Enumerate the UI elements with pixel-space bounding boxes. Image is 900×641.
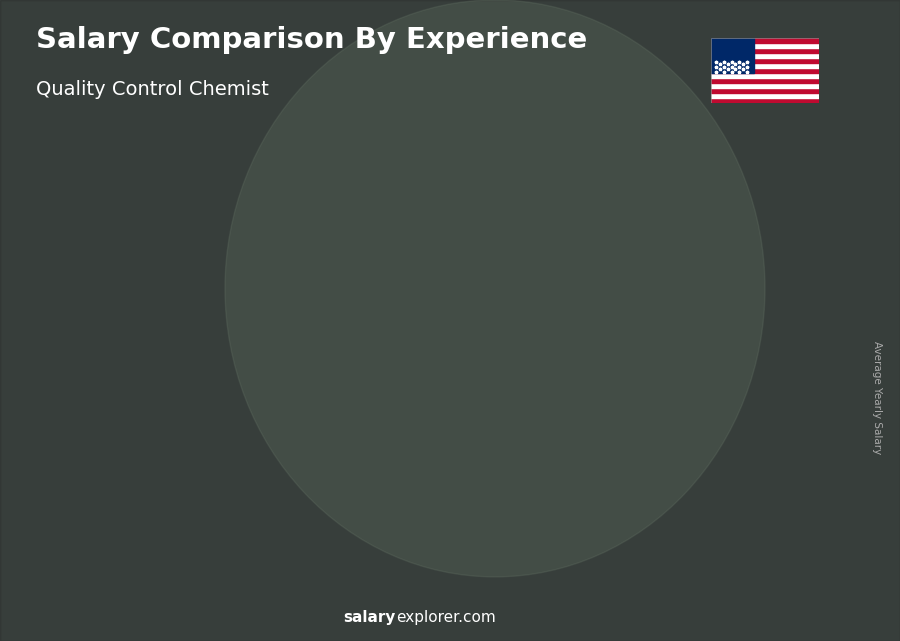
- Bar: [711, 97, 819, 103]
- Text: 95,300 USD: 95,300 USD: [207, 376, 285, 389]
- Bar: [731, 253, 799, 260]
- Text: +30%: +30%: [276, 287, 334, 304]
- Bar: [205, 394, 213, 570]
- Bar: [711, 38, 819, 44]
- Bar: [662, 267, 668, 570]
- Bar: [74, 439, 142, 570]
- Bar: [337, 341, 405, 570]
- Ellipse shape: [225, 0, 765, 577]
- Bar: [711, 48, 819, 53]
- Bar: [711, 88, 819, 93]
- Bar: [205, 394, 274, 399]
- Bar: [531, 293, 536, 570]
- Text: Quality Control Chemist: Quality Control Chemist: [36, 80, 269, 99]
- Bar: [711, 93, 819, 97]
- Bar: [711, 63, 819, 68]
- Bar: [711, 38, 754, 73]
- Bar: [711, 83, 819, 88]
- Text: 150,000 USD: 150,000 USD: [473, 275, 561, 288]
- Bar: [794, 253, 799, 570]
- Text: +34%: +34%: [145, 343, 202, 361]
- Text: +9%: +9%: [545, 205, 590, 223]
- Bar: [711, 58, 819, 63]
- Bar: [711, 68, 819, 73]
- Bar: [268, 394, 274, 570]
- Text: 164,000 USD: 164,000 USD: [605, 249, 691, 262]
- Bar: [337, 341, 345, 570]
- Bar: [731, 253, 739, 570]
- Bar: [400, 341, 405, 570]
- Text: 124,000 USD: 124,000 USD: [342, 322, 429, 336]
- Bar: [468, 293, 536, 300]
- Text: +5%: +5%: [676, 187, 722, 204]
- Bar: [599, 267, 608, 570]
- Text: explorer.com: explorer.com: [396, 610, 496, 625]
- Text: salary: salary: [344, 610, 396, 625]
- Bar: [731, 253, 799, 570]
- Bar: [205, 394, 274, 570]
- Bar: [337, 341, 405, 347]
- Bar: [74, 439, 82, 570]
- Text: Average Yearly Salary: Average Yearly Salary: [872, 341, 883, 454]
- Bar: [137, 439, 142, 570]
- Text: Salary Comparison By Experience: Salary Comparison By Experience: [36, 26, 587, 54]
- Bar: [599, 267, 668, 275]
- Text: 172,000 USD: 172,000 USD: [736, 234, 823, 247]
- Bar: [711, 44, 819, 48]
- Text: +21%: +21%: [408, 235, 465, 253]
- Bar: [711, 53, 819, 58]
- Bar: [74, 439, 142, 442]
- Text: 71,000 USD: 71,000 USD: [62, 420, 141, 434]
- Bar: [468, 293, 476, 570]
- Bar: [711, 73, 819, 78]
- Bar: [599, 267, 668, 570]
- Bar: [711, 78, 819, 83]
- Bar: [468, 293, 536, 570]
